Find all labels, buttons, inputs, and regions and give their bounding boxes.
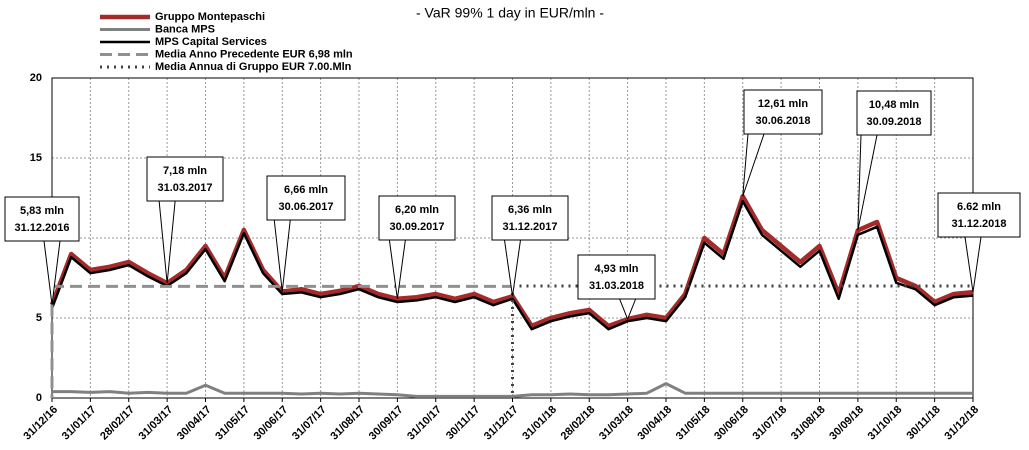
callout-pointer bbox=[742, 133, 765, 197]
y-tick-label: 20 bbox=[30, 72, 42, 84]
callout-value: 10,48 mln bbox=[869, 99, 919, 111]
callout-date: 30.09.2018 bbox=[866, 116, 921, 128]
legend-label: Media Annua di Gruppo EUR 7.00.Mln bbox=[155, 61, 352, 73]
callout-pointer bbox=[857, 134, 878, 231]
callout-box bbox=[4, 196, 80, 242]
legend-label: MPS Capital Services bbox=[155, 36, 267, 48]
x-tick-label: 28/02/18 bbox=[559, 404, 598, 443]
x-tick-label: 31/07/18 bbox=[751, 404, 790, 443]
callout-pointer bbox=[273, 219, 291, 292]
callout-value: 12,61 mln bbox=[758, 98, 808, 110]
x-tick-label: 31/01/18 bbox=[520, 404, 559, 443]
x-tick-label: 31/10/17 bbox=[405, 404, 444, 443]
callout-pointer bbox=[964, 236, 982, 293]
x-tick-label: 30/09/18 bbox=[827, 404, 866, 443]
legend-label: Gruppo Montepaschi bbox=[155, 11, 265, 23]
x-tick-label: 31/03/18 bbox=[597, 404, 636, 443]
x-tick-label: 31/08/17 bbox=[328, 404, 367, 443]
callout-box bbox=[146, 156, 224, 202]
x-tick-label: 31/12/18 bbox=[942, 404, 981, 443]
callout-value: 6.62 mln bbox=[957, 201, 1001, 213]
x-tick-label: 31/12/17 bbox=[482, 404, 521, 443]
callout-box bbox=[743, 89, 823, 135]
callout-value: 6,36 mln bbox=[508, 204, 552, 216]
y-tick-label: 0 bbox=[36, 392, 42, 404]
x-tick-label: 30/11/18 bbox=[904, 404, 942, 442]
callout-date: 31.03.2017 bbox=[157, 182, 212, 194]
x-tick-label: 31/05/17 bbox=[213, 404, 252, 443]
callout-date: 30.06.2017 bbox=[278, 201, 333, 213]
callout-box bbox=[266, 175, 346, 221]
callout-value: 6,20 mln bbox=[395, 204, 439, 216]
x-tick-label: 31/03/17 bbox=[137, 404, 176, 443]
x-tick-label: 31/05/18 bbox=[674, 404, 713, 443]
y-tick-label: 5 bbox=[36, 312, 42, 324]
x-tick-label: 31/10/18 bbox=[866, 404, 905, 443]
x-tick-label: 31/07/17 bbox=[290, 404, 329, 443]
callout-pointer bbox=[158, 200, 176, 284]
callout-box bbox=[856, 90, 932, 136]
x-tick-label: 30/06/17 bbox=[252, 404, 291, 443]
callout-value: 7,18 mln bbox=[163, 165, 207, 177]
callout-date: 30.09.2017 bbox=[389, 221, 444, 233]
callout-date: 31.03.2018 bbox=[589, 280, 644, 292]
callout-value: 4,93 mln bbox=[594, 263, 638, 275]
callout-pointer bbox=[388, 239, 406, 299]
x-tick-label: 30/09/17 bbox=[367, 404, 406, 443]
callout-box bbox=[937, 192, 1021, 238]
callout-value: 5,83 mln bbox=[20, 205, 64, 217]
x-tick-label: 28/02/17 bbox=[98, 404, 137, 443]
callout-date: 31.12.2018 bbox=[951, 218, 1006, 230]
callout-date: 30.06.2018 bbox=[755, 115, 810, 127]
x-tick-label: 31/12/16 bbox=[21, 404, 60, 443]
y-tick-label: 15 bbox=[30, 152, 42, 164]
x-tick-label: 31/08/18 bbox=[789, 404, 828, 443]
legend-label: Banca MPS bbox=[155, 23, 215, 35]
callout-date: 31.12.2017 bbox=[502, 221, 557, 233]
callout-box bbox=[378, 195, 456, 241]
series-line bbox=[50, 199, 974, 331]
series-line bbox=[52, 382, 973, 398]
chart-title: - VaR 99% 1 day in EUR/mln - bbox=[416, 5, 604, 21]
callout-value: 6,66 mln bbox=[284, 184, 328, 196]
x-tick-label: 31/01/17 bbox=[60, 404, 99, 443]
callout-box bbox=[577, 254, 656, 300]
x-tick-label: 30/11/17 bbox=[444, 404, 482, 442]
x-tick-label: 30/04/17 bbox=[175, 404, 214, 443]
x-tick-label: 30/06/18 bbox=[712, 404, 751, 443]
callout-box bbox=[491, 195, 569, 241]
legend-label: Media Anno Precedente EUR 6,98 mln bbox=[155, 48, 353, 60]
x-tick-label: 30/04/18 bbox=[635, 404, 674, 443]
callout-date: 31.12.2016 bbox=[14, 222, 69, 234]
